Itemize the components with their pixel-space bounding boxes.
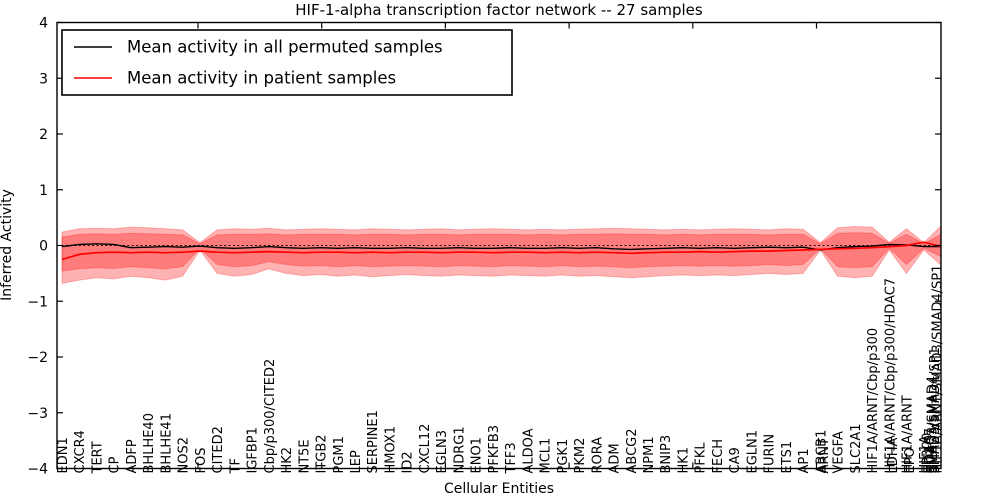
legend: Mean activity in all permuted samples Me… bbox=[61, 29, 513, 96]
x-entity-label: VEGFA bbox=[832, 431, 847, 473]
x-entity-label: ADM bbox=[608, 443, 623, 473]
y-axis-label: Inferred Activity bbox=[0, 189, 15, 301]
x-entity-label: NT5E bbox=[297, 439, 312, 473]
x-entity-label: CXCR4 bbox=[73, 430, 88, 473]
x-entity-label: FURIN bbox=[763, 434, 778, 474]
x-entity-label: CA9 bbox=[728, 447, 743, 473]
x-entity-label: RORA bbox=[590, 437, 605, 474]
legend-label-patient: Mean activity in patient samples bbox=[127, 69, 396, 88]
x-entity-label: BHLHE41 bbox=[159, 413, 174, 473]
x-entity-label: PFKFB3 bbox=[487, 425, 502, 474]
x-entity-label: CXCL12 bbox=[418, 424, 433, 474]
x-entity-label: ENO1 bbox=[470, 437, 485, 473]
mean-permuted-line bbox=[61, 243, 941, 251]
x-entity-label: TFF3 bbox=[504, 442, 519, 474]
y-tick-label: 1 bbox=[39, 183, 48, 199]
x-entity-label: EDN1 bbox=[56, 437, 71, 473]
x-entity-label: SMAD3/SMAD4 bbox=[925, 376, 940, 474]
x-entity-label: NDRG1 bbox=[452, 426, 467, 473]
chart-title: HIF-1-alpha transcription factor network… bbox=[295, 1, 703, 19]
x-entity-label: HDAC7 bbox=[923, 428, 938, 474]
x-entity-label: HIF1A bbox=[918, 435, 933, 473]
x-entity-label: NPM1 bbox=[642, 436, 657, 473]
y-tick-label: −1 bbox=[27, 294, 48, 310]
x-entity-label: PFKL bbox=[694, 442, 709, 474]
x-entity-label: EPO bbox=[903, 447, 918, 473]
x-entity-label: TERT bbox=[91, 441, 106, 474]
x-entity-label: HK2 bbox=[280, 447, 295, 474]
x-entity-label: LEP bbox=[349, 450, 364, 473]
x-entity-label: MCL1 bbox=[539, 438, 554, 474]
x-entity-label: AP1 bbox=[797, 448, 812, 473]
x-entity-label: ITGB2 bbox=[315, 434, 330, 473]
y-tick-label: 0 bbox=[39, 239, 48, 255]
x-entity-label: TF bbox=[228, 458, 243, 474]
x-entity-label: ETS1 bbox=[780, 441, 795, 474]
plot-border bbox=[56, 21, 942, 470]
x-entity-label: PKM2 bbox=[573, 438, 588, 474]
x-entity-label: HIF1A/ARNT/Cbp/p300/HDAC7 bbox=[883, 278, 898, 474]
y-tick-label: −4 bbox=[27, 462, 48, 478]
y-tick-label: −2 bbox=[27, 350, 48, 366]
x-entity-label: ALDOA bbox=[521, 428, 536, 473]
x-entity-label: ABCG2 bbox=[625, 428, 640, 473]
x-entity-label: PGM1 bbox=[332, 436, 347, 473]
x-entity-label: Cbp/p300/CITED2 bbox=[263, 359, 278, 474]
x-entity-label: SLC2A1 bbox=[849, 423, 864, 473]
x-axis-label: Cellular Entities bbox=[444, 481, 554, 497]
y-tick-label: 4 bbox=[39, 16, 48, 32]
x-entity-label: ABCB1 bbox=[814, 430, 829, 474]
x-entity-label: EGLN1 bbox=[745, 430, 760, 474]
y-tick-label: −3 bbox=[27, 406, 48, 422]
y-tick-label: 3 bbox=[39, 71, 48, 87]
x-entity-label: HMOX1 bbox=[384, 426, 399, 474]
x-entity-label: ARNT bbox=[817, 438, 832, 474]
x-entity-label: IGFBP1 bbox=[246, 427, 261, 473]
x-entity-label: SMAD3/SMAD4/SP1 bbox=[928, 347, 943, 473]
x-entity-label: HIF1A/ARNT/Cbp/p300 bbox=[866, 328, 881, 474]
x-entity-label: PGK1 bbox=[556, 439, 571, 474]
x-entity-label: NOS2 bbox=[177, 437, 192, 473]
legend-box bbox=[61, 29, 513, 96]
legend-label-permuted: Mean activity in all permuted samples bbox=[127, 38, 443, 57]
x-entity-label: SERPINE1 bbox=[366, 410, 381, 473]
x-entity-label: CP bbox=[108, 456, 123, 473]
x-entity-label: ADFP bbox=[125, 439, 140, 473]
x-entity-label: CITED2 bbox=[211, 426, 226, 473]
x-entity-label: ID2 bbox=[401, 451, 416, 473]
x-entity-label: HIF1A/ARNT bbox=[901, 395, 916, 473]
x-entity-label: FOS bbox=[194, 448, 209, 474]
x-entity-label: HK1 bbox=[677, 447, 692, 474]
x-entity-label: BNIP3 bbox=[659, 435, 674, 474]
x-entity-label: BHLHE40 bbox=[142, 413, 157, 473]
mean-patient-line bbox=[61, 241, 942, 261]
x-entity-label: LDHA bbox=[886, 437, 901, 473]
x-entity-label: EP300 bbox=[920, 433, 935, 474]
y-tick-label: 2 bbox=[39, 127, 48, 143]
x-entity-label: HIF1A/ARNT/SMAD3/SMAD4/SP1 bbox=[930, 264, 945, 473]
x-entity-label: FECH bbox=[711, 439, 726, 474]
x-entity-label: EGLN3 bbox=[435, 430, 450, 474]
